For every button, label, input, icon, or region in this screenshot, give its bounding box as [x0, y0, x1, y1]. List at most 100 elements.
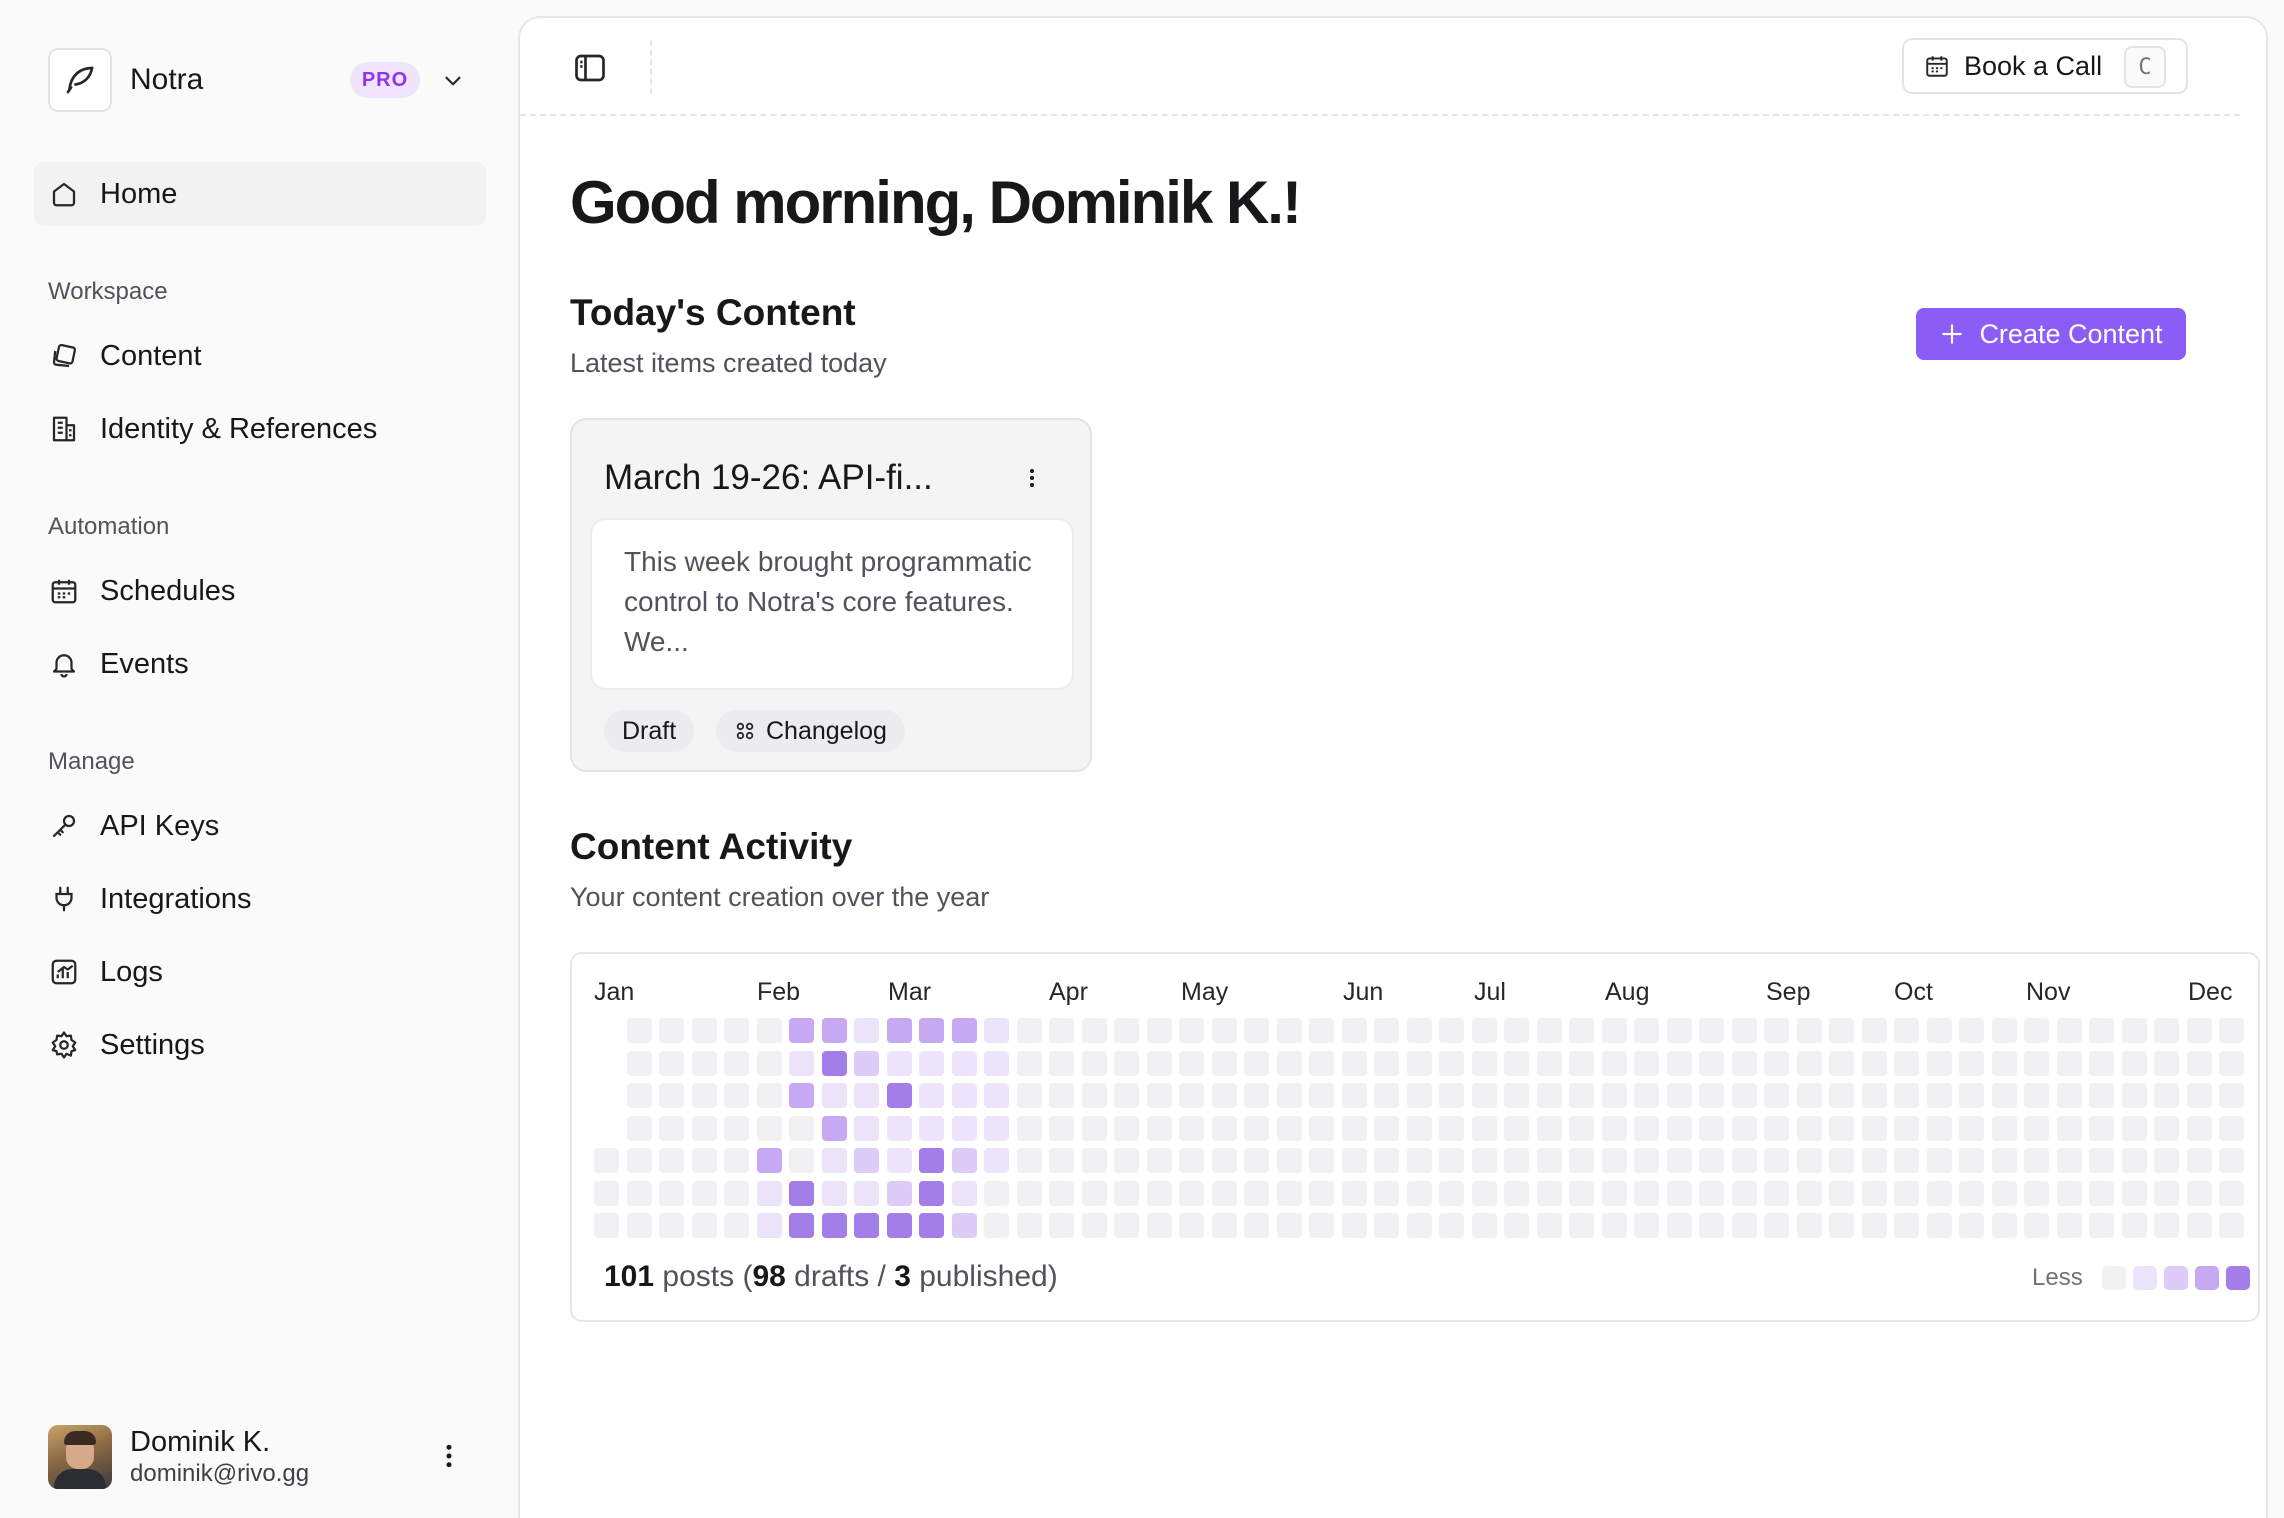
heatmap-cell[interactable]: [919, 1180, 944, 1206]
heatmap-cell[interactable]: [691, 1115, 717, 1141]
heatmap-cell[interactable]: [1764, 1018, 1789, 1043]
heatmap-cell[interactable]: [1959, 1018, 1984, 1043]
heatmap-cell[interactable]: [886, 1213, 912, 1238]
heatmap-cell[interactable]: [1829, 1213, 1854, 1238]
heatmap-cell[interactable]: [919, 1050, 944, 1076]
heatmap-cell[interactable]: [789, 1213, 814, 1238]
heatmap-cell[interactable]: [2186, 1083, 2212, 1108]
heatmap-cell[interactable]: [2056, 1148, 2082, 1173]
heatmap-cell[interactable]: [1536, 1083, 1562, 1108]
heatmap-cell[interactable]: [1731, 1180, 1757, 1206]
heatmap-cell[interactable]: [1796, 1050, 1822, 1076]
heatmap-cell[interactable]: [951, 1148, 977, 1173]
heatmap-cell[interactable]: [1049, 1148, 1074, 1173]
heatmap-cell[interactable]: [626, 1213, 652, 1238]
heatmap-cell[interactable]: [1764, 1180, 1789, 1206]
heatmap-cell[interactable]: [2121, 1148, 2147, 1173]
heatmap-cell[interactable]: [724, 1050, 749, 1076]
heatmap-cell[interactable]: [1179, 1115, 1204, 1141]
heatmap-cell[interactable]: [1114, 1148, 1139, 1173]
heatmap-cell[interactable]: [2089, 1083, 2114, 1108]
heatmap-cell[interactable]: [1861, 1180, 1887, 1206]
heatmap-cell[interactable]: [821, 1148, 847, 1173]
heatmap-cell[interactable]: [2154, 1115, 2179, 1141]
heatmap-cell[interactable]: [886, 1148, 912, 1173]
heatmap-cell[interactable]: [1504, 1050, 1529, 1076]
heatmap-cell[interactable]: [919, 1083, 944, 1108]
heatmap-cell[interactable]: [854, 1083, 879, 1108]
heatmap-cell[interactable]: [659, 1018, 684, 1043]
heatmap-cell[interactable]: [951, 1083, 977, 1108]
heatmap-cell[interactable]: [2089, 1213, 2114, 1238]
heatmap-cell[interactable]: [1374, 1180, 1399, 1206]
heatmap-cell[interactable]: [1959, 1213, 1984, 1238]
heatmap-cell[interactable]: [1146, 1115, 1172, 1141]
heatmap-cell[interactable]: [1731, 1083, 1757, 1108]
heatmap-cell[interactable]: [1764, 1050, 1789, 1076]
heatmap-cell[interactable]: [659, 1213, 684, 1238]
heatmap-cell[interactable]: [1666, 1213, 1692, 1238]
heatmap-cell[interactable]: [1244, 1180, 1269, 1206]
heatmap-cell[interactable]: [984, 1115, 1009, 1141]
heatmap-cell[interactable]: [2186, 1213, 2212, 1238]
heatmap-cell[interactable]: [1309, 1180, 1334, 1206]
heatmap-cell[interactable]: [1796, 1213, 1822, 1238]
heatmap-cell[interactable]: [1471, 1115, 1497, 1141]
heatmap-cell[interactable]: [1146, 1083, 1172, 1108]
heatmap-cell[interactable]: [2024, 1180, 2049, 1206]
heatmap-cell[interactable]: [756, 1148, 782, 1173]
heatmap-cell[interactable]: [1666, 1083, 1692, 1108]
heatmap-cell[interactable]: [1244, 1083, 1269, 1108]
heatmap-cell[interactable]: [724, 1148, 749, 1173]
heatmap-cell[interactable]: [1894, 1083, 1919, 1108]
heatmap-cell[interactable]: [1959, 1180, 1984, 1206]
heatmap-cell[interactable]: [1211, 1213, 1237, 1238]
heatmap-cell[interactable]: [1569, 1148, 1594, 1173]
heatmap-cell[interactable]: [951, 1213, 977, 1238]
heatmap-cell[interactable]: [984, 1213, 1009, 1238]
heatmap-cell[interactable]: [1699, 1083, 1724, 1108]
heatmap-cell[interactable]: [724, 1018, 749, 1043]
heatmap-cell[interactable]: [821, 1050, 847, 1076]
heatmap-cell[interactable]: [1699, 1180, 1724, 1206]
heatmap-cell[interactable]: [1666, 1115, 1692, 1141]
heatmap-cell[interactable]: [1114, 1083, 1139, 1108]
heatmap-cell[interactable]: [1569, 1018, 1594, 1043]
heatmap-cell[interactable]: [1796, 1018, 1822, 1043]
heatmap-cell[interactable]: [1959, 1050, 1984, 1076]
sidebar-item-home[interactable]: Home: [34, 162, 486, 226]
heatmap-cell[interactable]: [1991, 1148, 2017, 1173]
heatmap-cell[interactable]: [1601, 1115, 1627, 1141]
heatmap-cell[interactable]: [2121, 1050, 2147, 1076]
heatmap-cell[interactable]: [1244, 1018, 1269, 1043]
heatmap-cell[interactable]: [2154, 1213, 2179, 1238]
heatmap-cell[interactable]: [1894, 1115, 1919, 1141]
heatmap-cell[interactable]: [1114, 1050, 1139, 1076]
heatmap-cell[interactable]: [1439, 1083, 1464, 1108]
heatmap-cell[interactable]: [1991, 1083, 2017, 1108]
heatmap-cell[interactable]: [659, 1180, 684, 1206]
heatmap-cell[interactable]: [1439, 1050, 1464, 1076]
heatmap-cell[interactable]: [1991, 1018, 2017, 1043]
heatmap-cell[interactable]: [1406, 1115, 1432, 1141]
heatmap-cell[interactable]: [1374, 1115, 1399, 1141]
heatmap-cell[interactable]: [1666, 1148, 1692, 1173]
heatmap-cell[interactable]: [886, 1050, 912, 1076]
heatmap-cell[interactable]: [1601, 1180, 1627, 1206]
heatmap-cell[interactable]: [2089, 1050, 2114, 1076]
heatmap-cell[interactable]: [1179, 1083, 1204, 1108]
heatmap-cell[interactable]: [1894, 1018, 1919, 1043]
heatmap-cell[interactable]: [1796, 1148, 1822, 1173]
heatmap-cell[interactable]: [1991, 1115, 2017, 1141]
heatmap-cell[interactable]: [626, 1083, 652, 1108]
heatmap-cell[interactable]: [854, 1018, 879, 1043]
heatmap-cell[interactable]: [1764, 1083, 1789, 1108]
heatmap-cell[interactable]: [1341, 1148, 1367, 1173]
heatmap-cell[interactable]: [2089, 1148, 2114, 1173]
heatmap-cell[interactable]: [1341, 1213, 1367, 1238]
heatmap-cell[interactable]: [886, 1083, 912, 1108]
heatmap-cell[interactable]: [1309, 1050, 1334, 1076]
heatmap-cell[interactable]: [691, 1148, 717, 1173]
heatmap-cell[interactable]: [1244, 1213, 1269, 1238]
heatmap-cell[interactable]: [1861, 1083, 1887, 1108]
